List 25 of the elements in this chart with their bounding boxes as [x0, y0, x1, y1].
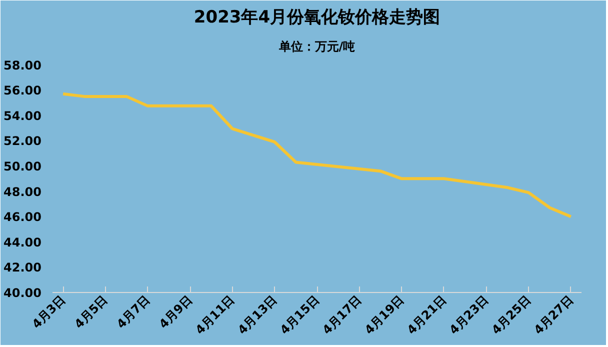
y-tick-label: 40.00 [4, 286, 42, 300]
x-tick-label: 4月21日 [404, 292, 449, 338]
y-tick-label: 56.00 [4, 84, 42, 98]
y-tick-label: 46.00 [4, 210, 42, 224]
x-tick-label: 4月9日 [156, 292, 195, 332]
x-tick-label: 4月15日 [277, 292, 322, 338]
x-tick-label: 4月11日 [192, 292, 238, 338]
chart-subtitle: 单位：万元/吨 [278, 40, 356, 54]
line-series [62, 92, 572, 218]
chart-title: 2023年4月份氧化钕价格走势图 [194, 8, 440, 28]
y-tick-label: 42.00 [4, 260, 42, 275]
y-tick-label: 48.00 [4, 184, 42, 199]
x-tick-label: 4月13日 [235, 292, 280, 338]
y-tick-label: 52.00 [4, 134, 42, 148]
x-tick-label: 4月17日 [320, 292, 364, 338]
x-tick-label: 4月5日 [72, 292, 110, 332]
x-tick-label: 4月19日 [362, 292, 407, 338]
y-tick-label: 50.00 [4, 160, 42, 174]
x-tick-label: 4月27日 [531, 292, 576, 338]
x-tick-label: 4月23日 [446, 292, 492, 338]
x-tick-label: 4月25日 [488, 292, 534, 338]
x-tick-label: 4月7日 [114, 292, 153, 332]
y-tick-label: 44.00 [4, 235, 42, 250]
y-tick-label: 54.00 [4, 108, 42, 123]
y-tick-label: 58.00 [4, 58, 42, 72]
